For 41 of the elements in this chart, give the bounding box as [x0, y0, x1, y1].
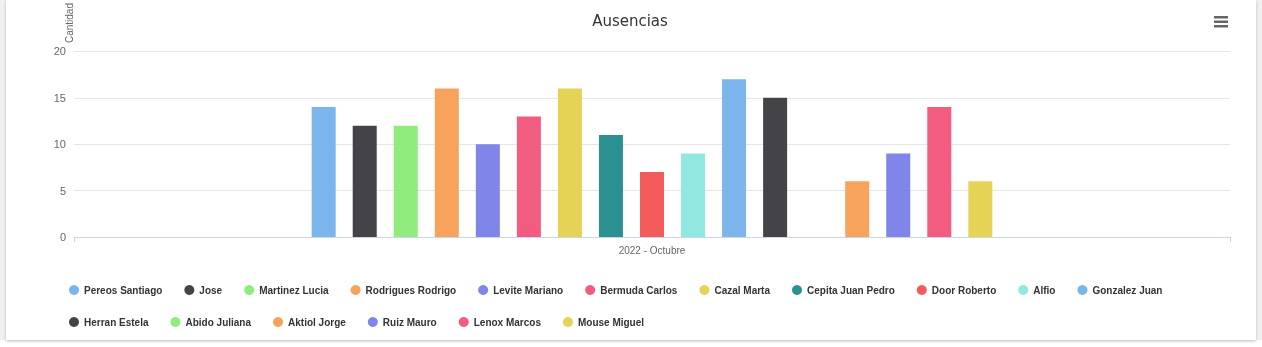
bar — [311, 107, 336, 237]
bar — [393, 125, 418, 237]
y-tick-label: 0 — [59, 231, 66, 243]
legend-label: Door Roberto — [931, 284, 997, 296]
legend-label: Lenox Marcos — [473, 316, 542, 328]
y-axis-title: Cantidad — [63, 3, 75, 44]
legend-label: Abido Juliana — [185, 316, 252, 328]
y-tick-label: 10 — [53, 138, 66, 151]
legend-label: Cazal Marta — [714, 284, 771, 296]
bar — [516, 116, 541, 237]
bar — [927, 107, 952, 237]
bar — [845, 181, 870, 237]
bar — [557, 88, 582, 237]
legend-label: Pereos Santiago — [84, 284, 163, 296]
bar — [722, 79, 747, 237]
legend-label: Herran Estela — [84, 316, 149, 328]
chart-title: Ausencias — [592, 11, 669, 30]
bar — [640, 172, 664, 237]
legend-label: Ruiz Mauro — [382, 316, 437, 328]
y-tick-label: 15 — [53, 91, 66, 104]
legend-label: Levite Mariano — [493, 284, 564, 296]
legend-label: Rodrigues Rodrigo — [365, 284, 457, 296]
legend-label: Mouse Miguel — [577, 316, 645, 328]
bar — [681, 153, 706, 237]
bar — [968, 181, 993, 237]
legend-label: Cepita Juan Pedro — [807, 284, 895, 296]
legend-label: Aktiol Jorge — [288, 316, 347, 328]
legend-label: Alfio — [1033, 284, 1056, 296]
y-tick-label: 5 — [59, 184, 66, 197]
legend-label: Bermuda Carlos — [600, 284, 678, 296]
legend-label: Jose — [199, 284, 223, 296]
x-tick-label: 2022 - Octubre — [618, 244, 686, 256]
bar — [886, 153, 911, 237]
bar — [598, 134, 623, 237]
bar — [763, 97, 788, 237]
bar — [434, 88, 459, 237]
legend-label: Martinez Lucia — [259, 284, 330, 296]
legend-label: Gonzalez Juan — [1092, 284, 1163, 296]
bar — [352, 125, 377, 237]
bar — [475, 144, 500, 237]
y-tick-label: 20 — [53, 45, 66, 58]
